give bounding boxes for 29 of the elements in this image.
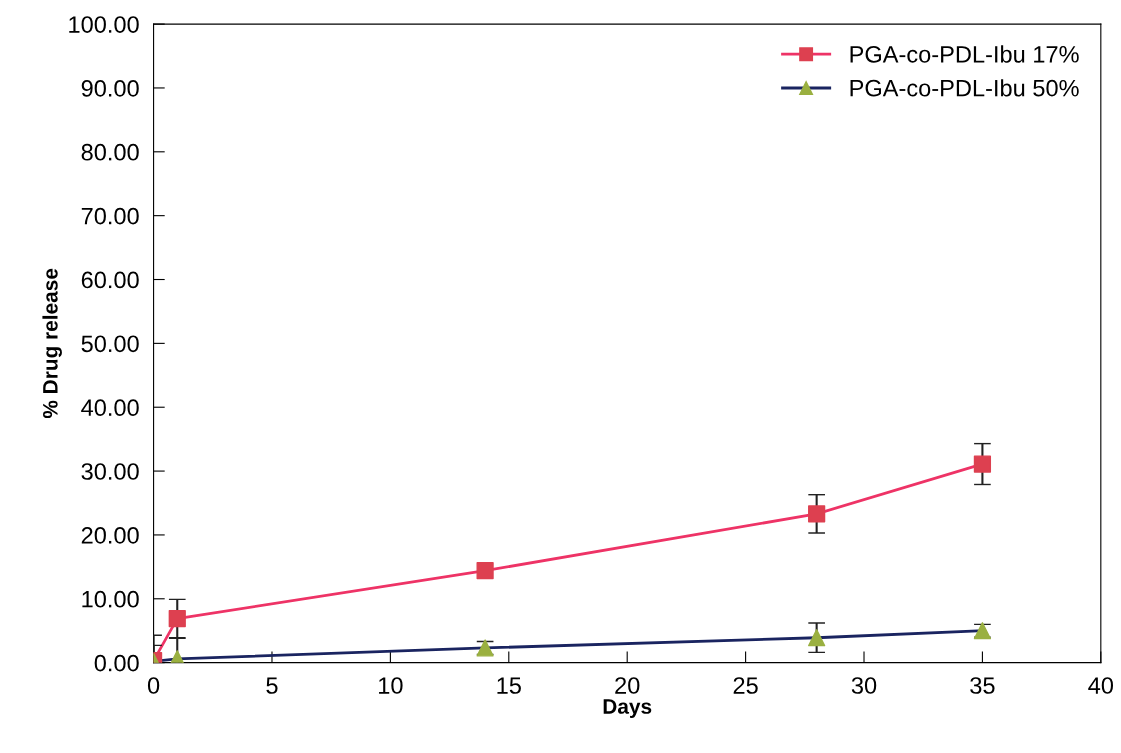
y-tick-label: 70.00	[81, 207, 139, 225]
x-tick-label: 15	[497, 677, 521, 694]
y-tick-label: 0.00	[94, 654, 139, 672]
x-tick-label: 30	[851, 677, 877, 694]
y-tick-label: 40.00	[81, 399, 139, 417]
point	[973, 455, 992, 473]
y-tick-label: 50.00	[81, 335, 139, 353]
x-tick-label: 35	[970, 677, 995, 694]
y-tick-label: 100.00	[69, 16, 139, 33]
point	[168, 609, 186, 628]
y-tick-label: 10.00	[82, 590, 139, 608]
x-tick-label: 5	[266, 677, 278, 694]
x-tick-label: 20	[615, 677, 640, 694]
point	[808, 505, 826, 523]
y-tick-label: 30.00	[81, 463, 139, 480]
x-axis-title: Days	[603, 699, 652, 718]
point	[808, 629, 826, 647]
y-axis-title: % Drug release	[42, 268, 62, 419]
x-tick-label: 10	[379, 677, 403, 694]
legend-label: PGA-co-PDL-Ibu 17%	[850, 45, 1079, 63]
y-tick-label: 20.00	[81, 527, 139, 544]
x-tick-label: 0	[147, 677, 160, 694]
x-tick-label: 25	[733, 677, 758, 694]
y-tick-label: 80.00	[81, 143, 139, 161]
x-tick-label: 40	[1088, 677, 1114, 694]
point	[476, 562, 494, 580]
y-tick-label: 60.00	[81, 271, 139, 289]
legend-label: PGA-co-PDL-Ibu 50%	[850, 79, 1079, 97]
y-tick-label: 90.00	[81, 80, 139, 97]
